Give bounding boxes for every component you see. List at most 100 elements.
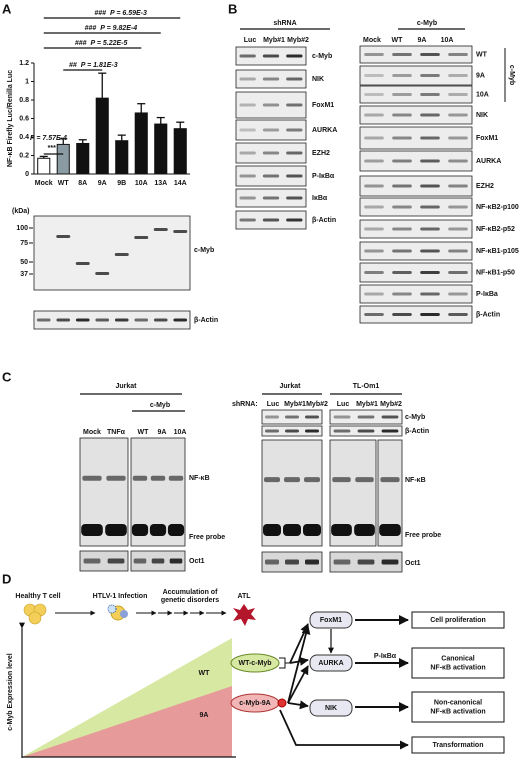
outcome-label: Transformation — [433, 742, 484, 749]
band — [364, 53, 384, 56]
y-tick-label: 0 — [25, 171, 29, 178]
significance-marks: ### — [85, 25, 97, 32]
arrow — [279, 709, 409, 750]
blot — [359, 65, 473, 86]
blot-label: 10A — [476, 91, 489, 98]
blot-label: AURKA — [476, 158, 501, 165]
band — [420, 93, 440, 96]
band — [392, 136, 412, 140]
band — [364, 159, 384, 163]
gel-label: NF-κB — [405, 477, 426, 484]
band — [56, 318, 71, 322]
lane-label: Mock — [83, 429, 101, 436]
p-value: P = 9.82E-4 — [100, 25, 137, 32]
cell-label: Jurkat — [115, 383, 137, 390]
band — [364, 136, 384, 140]
band — [392, 53, 412, 56]
bar — [173, 128, 187, 175]
group-label: c-Myb — [417, 20, 437, 27]
band — [392, 313, 412, 316]
area-label: 9A — [200, 712, 209, 719]
band — [284, 477, 300, 483]
gel-label: Free probe — [405, 532, 441, 539]
band — [262, 174, 280, 178]
band — [285, 429, 299, 433]
outcome-box — [411, 647, 505, 679]
band — [305, 559, 319, 565]
blot-label: β-Actin — [312, 217, 336, 224]
band — [333, 415, 351, 419]
band — [168, 475, 184, 481]
band — [167, 524, 185, 536]
blot-label: c-Myb — [312, 53, 332, 60]
lane-label: Myb#1 — [284, 401, 306, 408]
x-tick-label: 9B — [117, 180, 126, 187]
blot-label: IκBα — [312, 195, 328, 202]
band — [357, 429, 375, 433]
outcome-box — [411, 691, 505, 723]
band — [262, 151, 280, 155]
phospho-label: P-IκBα — [374, 653, 397, 660]
band — [83, 558, 101, 564]
blot — [359, 45, 473, 64]
blot-label: β-Actin — [405, 428, 429, 435]
band — [173, 230, 188, 233]
band — [173, 318, 188, 322]
band — [150, 475, 166, 481]
bar — [56, 143, 70, 175]
band — [392, 249, 412, 253]
band — [153, 318, 168, 322]
d-ylabel: c-Myb Expression level — [7, 653, 14, 730]
band — [303, 524, 321, 536]
band — [420, 136, 440, 140]
blot-label: c-Myb — [194, 247, 214, 254]
target-box — [309, 699, 353, 717]
blot-label: NF-κB2-p52 — [476, 226, 515, 233]
blot-label: EZH2 — [476, 183, 494, 190]
band — [304, 477, 320, 483]
band — [131, 524, 149, 536]
lane-label: 9A — [418, 37, 427, 44]
atl-icon — [233, 604, 256, 626]
gel-label: NF-κB — [189, 475, 210, 482]
outcome-label: Canonical — [441, 655, 475, 662]
blot-label: NIK — [476, 112, 488, 119]
band — [114, 253, 129, 256]
band — [132, 475, 148, 481]
band — [392, 292, 412, 296]
blot — [359, 219, 473, 239]
band — [357, 415, 375, 419]
band — [392, 113, 412, 117]
band — [448, 271, 468, 274]
protein — [230, 653, 280, 673]
gel-label: Oct1 — [405, 560, 421, 567]
blot — [33, 310, 191, 330]
y-axis-label: NF-κB Firefly Luc/Renilla Luc — [7, 70, 14, 167]
band — [263, 524, 281, 536]
band — [420, 159, 440, 163]
band — [392, 205, 412, 209]
band — [305, 415, 319, 419]
band — [448, 113, 468, 117]
mutation-mark — [277, 698, 287, 708]
blot-label: c-Myb — [405, 414, 425, 421]
band — [105, 524, 127, 536]
arrow — [287, 625, 311, 704]
bar — [154, 123, 168, 175]
band — [380, 477, 400, 483]
panel-label: A — [2, 1, 12, 16]
band — [357, 559, 375, 565]
band — [239, 151, 256, 155]
blot-label: FoxM1 — [312, 102, 334, 109]
target-label: AURKA — [318, 660, 343, 667]
band — [95, 272, 110, 275]
lane-label: Myb#1 — [356, 401, 378, 408]
band — [169, 558, 183, 564]
x-tick-label: 9A — [98, 180, 107, 187]
cell-icon — [120, 610, 128, 618]
band — [286, 54, 303, 58]
band — [420, 184, 440, 188]
band — [107, 558, 125, 564]
band — [364, 205, 384, 209]
